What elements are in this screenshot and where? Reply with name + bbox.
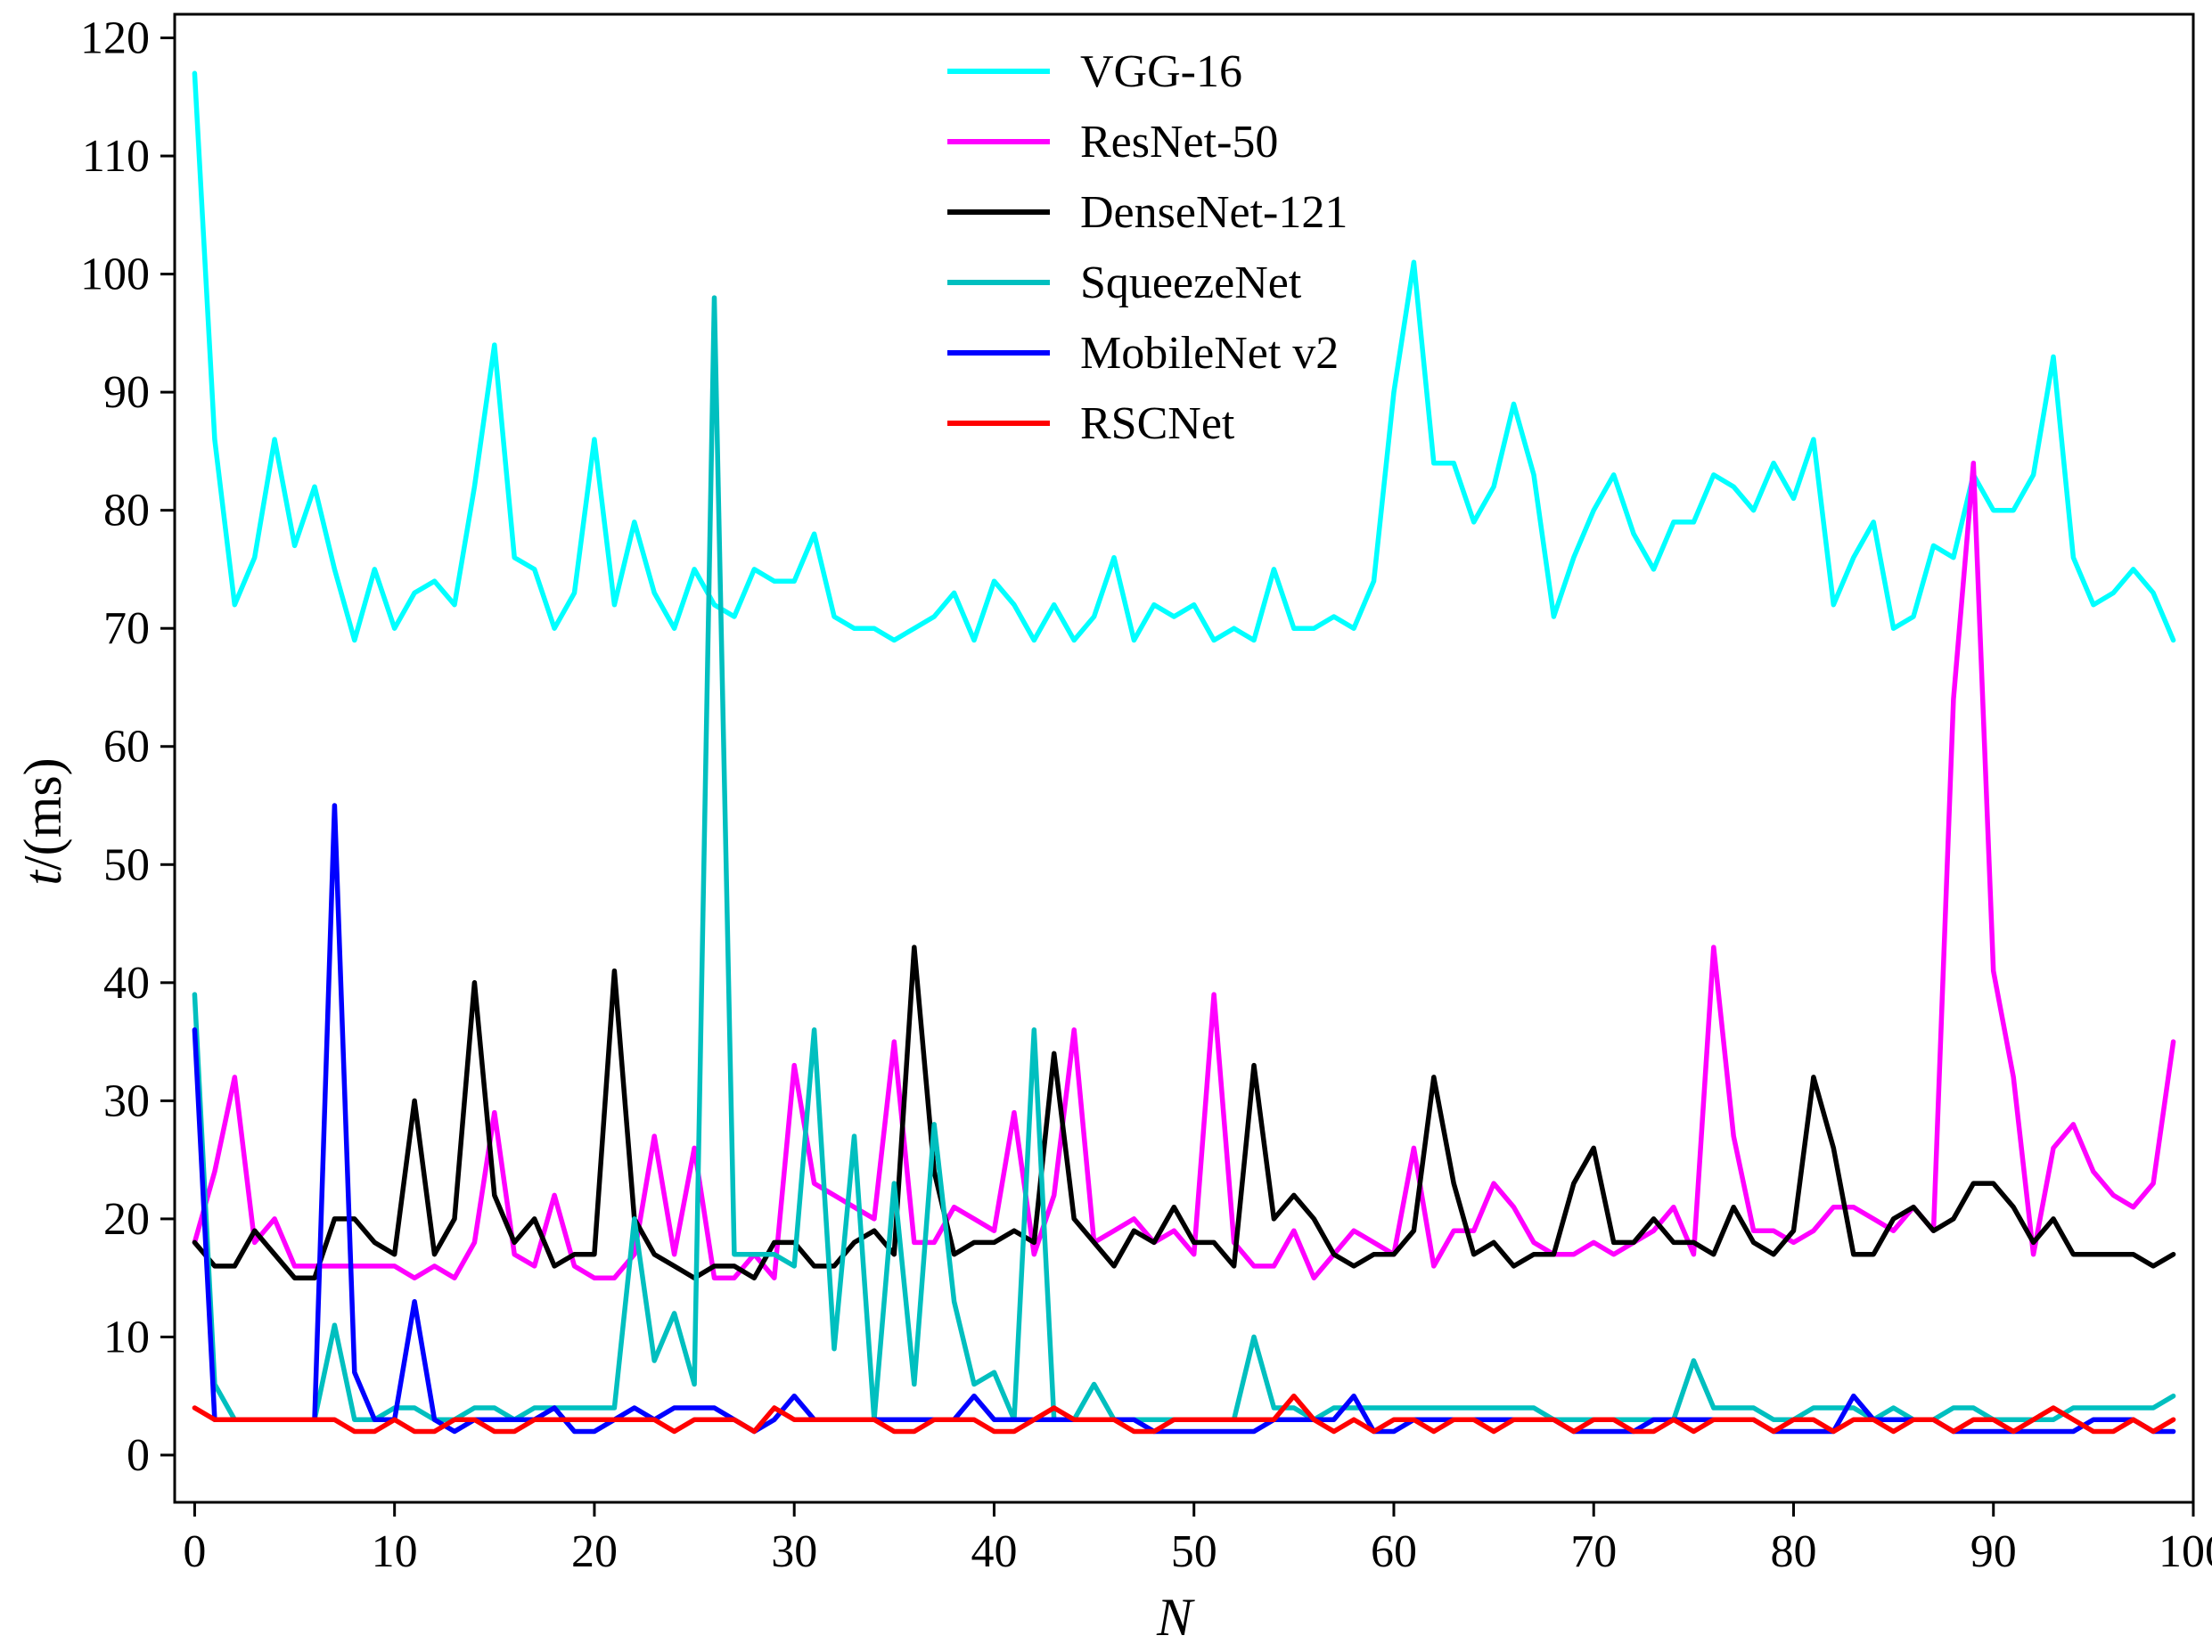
y-tick-label: 40 [103,958,150,1009]
legend: VGG-16 ResNet-50 DenseNet-121 SqueezeNet Mob… [947,46,1348,449]
legend-label-mobilenet-v2: MobileNet v2 [1080,328,1339,379]
y-tick-label: 90 [103,367,150,418]
y-axis-label: t/(ms) [13,757,72,885]
x-tick-label: 40 [971,1526,1017,1577]
plot-area [173,12,2195,1504]
plot-frame [173,12,2195,1504]
x-axis: 0 10 20 30 40 50 60 70 80 90 100 [183,1502,2212,1577]
legend-label-rscnet: RSCNet [1080,398,1235,449]
x-tick-label: 90 [1970,1526,2017,1577]
y-tick-label: 0 [127,1430,150,1481]
x-tick-label: 70 [1570,1526,1617,1577]
legend-label-vgg-16: VGG-16 [1080,46,1242,97]
x-tick-label: 30 [771,1526,817,1577]
y-tick-label: 100 [80,249,150,300]
x-axis-label: N [1156,1588,1195,1647]
y-tick-label: 80 [103,486,150,536]
x-tick-label: 10 [372,1526,418,1577]
series-line-vgg-16 [192,70,2176,643]
series-line-mobilenet-v2 [192,803,2176,1435]
legend-label-resnet-50: ResNet-50 [1080,117,1278,168]
x-tick-label: 50 [1171,1526,1217,1577]
y-tick-label: 110 [82,131,150,182]
x-tick-label: 60 [1371,1526,1417,1577]
y-tick-label: 20 [103,1194,150,1245]
y-axis-label-variable: t [13,870,72,886]
series-line-densenet-121 [192,945,2176,1280]
y-axis: 0 10 20 30 40 50 60 70 80 90 100 110 120 [80,13,175,1481]
x-tick-label: 20 [571,1526,618,1577]
y-tick-label: 10 [103,1312,150,1362]
y-tick-label: 30 [103,1075,150,1126]
y-axis-label-unit: /(ms) [13,757,72,871]
x-tick-label: 0 [183,1526,206,1577]
legend-label-squeezenet: SqueezeNet [1080,258,1302,308]
y-tick-label: 60 [103,722,150,773]
y-tick-label: 50 [103,839,150,890]
series-line-rscnet [192,1393,2176,1435]
x-tick-label: 100 [2159,1526,2212,1577]
legend-label-densenet-121: DenseNet-121 [1080,187,1348,238]
y-tick-label: 120 [80,13,150,64]
x-tick-label: 80 [1770,1526,1816,1577]
y-tick-label: 70 [103,603,150,654]
